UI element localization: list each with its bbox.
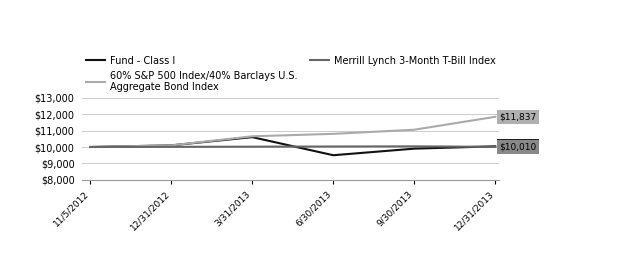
- Text: $10,042: $10,042: [499, 142, 537, 151]
- Text: $10,010: $10,010: [499, 142, 537, 151]
- Text: $11,837: $11,837: [499, 112, 537, 121]
- Legend: Fund - Class I, 60% S&P 500 Index/40% Barclays U.S.
Aggregate Bond Index, Merril: Fund - Class I, 60% S&P 500 Index/40% Ba…: [82, 52, 499, 96]
